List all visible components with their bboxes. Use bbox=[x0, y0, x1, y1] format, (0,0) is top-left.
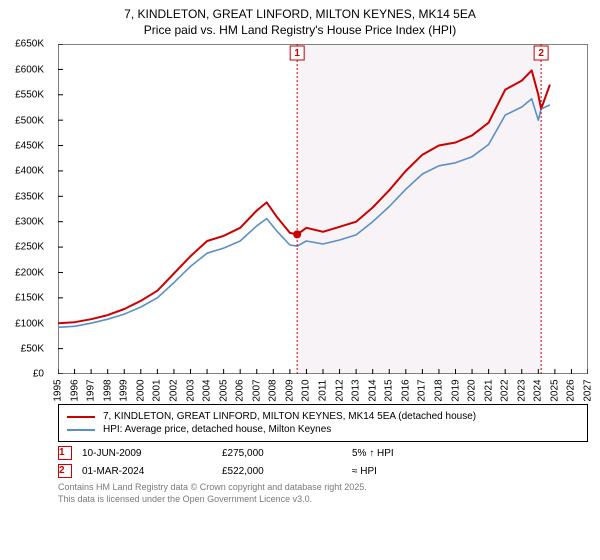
x-tick-label: 2006 bbox=[235, 380, 246, 402]
legend-row: 7, KINDLETON, GREAT LINFORD, MILTON KEYN… bbox=[67, 411, 579, 422]
y-tick-label: £400K bbox=[15, 166, 44, 177]
x-tick-label: 2000 bbox=[135, 380, 146, 402]
x-tick-label: 2012 bbox=[334, 380, 345, 402]
y-axis-labels: £0£50K£100K£150K£200K£250K£300K£350K£400… bbox=[8, 44, 50, 374]
y-tick-label: £600K bbox=[15, 64, 44, 75]
x-tick-label: 1999 bbox=[119, 380, 130, 402]
x-tick-label: 1997 bbox=[86, 380, 97, 402]
svg-text:1: 1 bbox=[294, 48, 300, 59]
y-tick-label: £300K bbox=[15, 217, 44, 228]
title-line-1: 7, KINDLETON, GREAT LINFORD, MILTON KEYN… bbox=[8, 6, 592, 22]
y-tick-label: £500K bbox=[15, 115, 44, 126]
x-tick-label: 2015 bbox=[384, 380, 395, 402]
y-tick-label: £250K bbox=[15, 242, 44, 253]
y-tick-label: £200K bbox=[15, 267, 44, 278]
title-line-2: Price paid vs. HM Land Registry's House … bbox=[8, 22, 592, 38]
x-tick-label: 2027 bbox=[583, 380, 594, 402]
credits-line-2: This data is licensed under the Open Gov… bbox=[58, 494, 592, 505]
transaction-date: 10-JUN-2009 bbox=[82, 448, 222, 459]
legend-swatch bbox=[67, 416, 95, 418]
x-tick-label: 2005 bbox=[218, 380, 229, 402]
x-tick-label: 2004 bbox=[202, 380, 213, 402]
x-tick-label: 2025 bbox=[549, 380, 560, 402]
x-tick-label: 2021 bbox=[483, 380, 494, 402]
transaction-row: 2 01-MAR-2024£522,000≈ HPI bbox=[58, 464, 592, 478]
x-tick-label: 2022 bbox=[500, 380, 511, 402]
x-tick-label: 2014 bbox=[367, 380, 378, 402]
marker-badge: 2 bbox=[58, 464, 72, 478]
x-tick-label: 2003 bbox=[185, 380, 196, 402]
y-tick-label: £50K bbox=[21, 343, 44, 354]
x-tick-label: 2020 bbox=[467, 380, 478, 402]
x-tick-label: 2001 bbox=[152, 380, 163, 402]
x-tick-label: 2007 bbox=[251, 380, 262, 402]
x-tick-label: 2008 bbox=[268, 380, 279, 402]
line-chart: 12 bbox=[58, 44, 588, 374]
legend: 7, KINDLETON, GREAT LINFORD, MILTON KEYN… bbox=[58, 404, 588, 442]
marker-badge: 1 bbox=[58, 446, 72, 460]
transaction-row: 1 10-JUN-2009£275,0005% ↑ HPI bbox=[58, 446, 592, 460]
x-tick-label: 2011 bbox=[318, 380, 329, 402]
y-tick-label: £100K bbox=[15, 318, 44, 329]
x-tick-label: 2026 bbox=[566, 380, 577, 402]
y-tick-label: £550K bbox=[15, 90, 44, 101]
legend-row: HPI: Average price, detached house, Milt… bbox=[67, 424, 579, 435]
credits-line-1: Contains HM Land Registry data © Crown c… bbox=[58, 482, 592, 493]
x-tick-label: 2024 bbox=[533, 380, 544, 402]
x-tick-label: 2009 bbox=[284, 380, 295, 402]
transaction-price: £522,000 bbox=[222, 466, 352, 477]
transaction-price: £275,000 bbox=[222, 448, 352, 459]
x-axis-labels: 1995199619971998199920002001200220032004… bbox=[58, 376, 588, 398]
transaction-date: 01-MAR-2024 bbox=[82, 466, 222, 477]
x-tick-label: 2019 bbox=[450, 380, 461, 402]
x-tick-label: 2013 bbox=[351, 380, 362, 402]
x-tick-label: 2017 bbox=[417, 380, 428, 402]
x-tick-label: 2023 bbox=[516, 380, 527, 402]
chart-title: 7, KINDLETON, GREAT LINFORD, MILTON KEYN… bbox=[8, 6, 592, 38]
credits: Contains HM Land Registry data © Crown c… bbox=[58, 482, 592, 505]
legend-swatch bbox=[67, 429, 95, 431]
x-tick-label: 1998 bbox=[102, 380, 113, 402]
y-tick-label: £650K bbox=[15, 39, 44, 50]
transaction-hpi: ≈ HPI bbox=[352, 466, 442, 477]
x-tick-label: 2010 bbox=[301, 380, 312, 402]
marker-rows: 1 10-JUN-2009£275,0005% ↑ HPI 2 01-MAR-2024… bbox=[8, 446, 592, 478]
y-tick-label: £150K bbox=[15, 293, 44, 304]
x-tick-label: 1995 bbox=[53, 380, 64, 402]
transaction-hpi: 5% ↑ HPI bbox=[352, 448, 442, 459]
plot-area: £0 £50K £100K £150K £200K £250K £300K £350K £400… bbox=[8, 44, 588, 400]
x-tick-label: 2016 bbox=[400, 380, 411, 402]
svg-text:2: 2 bbox=[538, 48, 544, 59]
y-tick-label: £0 bbox=[33, 369, 44, 380]
legend-label: HPI: Average price, detached house, Milt… bbox=[103, 424, 331, 435]
chart-container: 7, KINDLETON, GREAT LINFORD, MILTON KEYN… bbox=[0, 0, 600, 560]
x-tick-label: 2018 bbox=[433, 380, 444, 402]
x-tick-label: 2002 bbox=[168, 380, 179, 402]
y-tick-label: £450K bbox=[15, 140, 44, 151]
x-tick-label: 1996 bbox=[69, 380, 80, 402]
y-tick-label: £350K bbox=[15, 191, 44, 202]
legend-label: 7, KINDLETON, GREAT LINFORD, MILTON KEYN… bbox=[103, 411, 476, 422]
